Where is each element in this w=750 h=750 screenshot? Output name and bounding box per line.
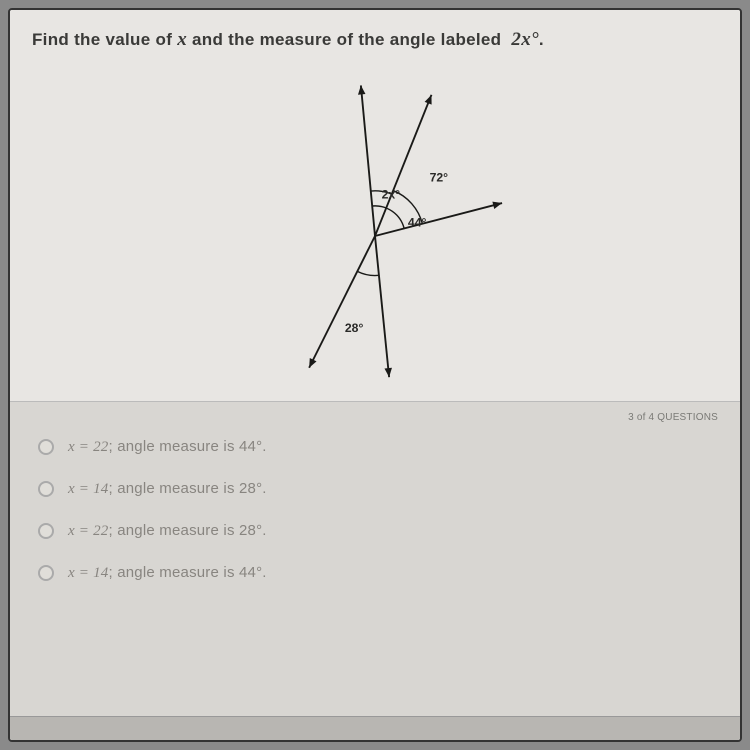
options-list: x = 22; angle measure is 44°. x = 14; ang…	[38, 438, 712, 582]
svg-text:28°: 28°	[345, 321, 364, 335]
option-text: x = 22; angle measure is 44°.	[68, 438, 267, 456]
option-3[interactable]: x = 14; angle measure is 44°.	[38, 564, 712, 582]
q-x: x	[177, 29, 187, 50]
q-period: .	[539, 30, 544, 49]
radio-icon[interactable]	[38, 523, 54, 539]
diagram-area: 72° 2x° 44° 28°	[10, 71, 740, 401]
question-text: Find the value of x and the measure of t…	[32, 28, 718, 53]
angle-diagram: 72° 2x° 44° 28°	[215, 76, 535, 396]
option-2[interactable]: x = 22; angle measure is 28°.	[38, 522, 712, 540]
radio-icon[interactable]	[38, 565, 54, 581]
svg-text:72°: 72°	[430, 170, 449, 184]
question-header: Find the value of x and the measure of t…	[10, 10, 740, 71]
option-text: x = 14; angle measure is 28°.	[68, 480, 267, 498]
app-window: Find the value of x and the measure of t…	[8, 8, 742, 742]
q-prefix: Find the value of	[32, 30, 177, 49]
radio-icon[interactable]	[38, 439, 54, 455]
q-label: 2x°	[511, 29, 539, 50]
option-text: x = 14; angle measure is 44°.	[68, 564, 267, 582]
question-counter: 3 of 4 QUESTIONS	[628, 412, 718, 423]
option-1[interactable]: x = 14; angle measure is 28°.	[38, 480, 712, 498]
bottom-bar	[10, 716, 740, 740]
option-text: x = 22; angle measure is 28°.	[68, 522, 267, 540]
answer-area: 3 of 4 QUESTIONS x = 22; angle measure i…	[10, 401, 740, 716]
svg-text:2x°: 2x°	[382, 187, 401, 201]
radio-icon[interactable]	[38, 481, 54, 497]
svg-text:44°: 44°	[408, 215, 427, 229]
q-mid: and the measure of the angle labeled	[187, 30, 506, 49]
option-0[interactable]: x = 22; angle measure is 44°.	[38, 438, 712, 456]
